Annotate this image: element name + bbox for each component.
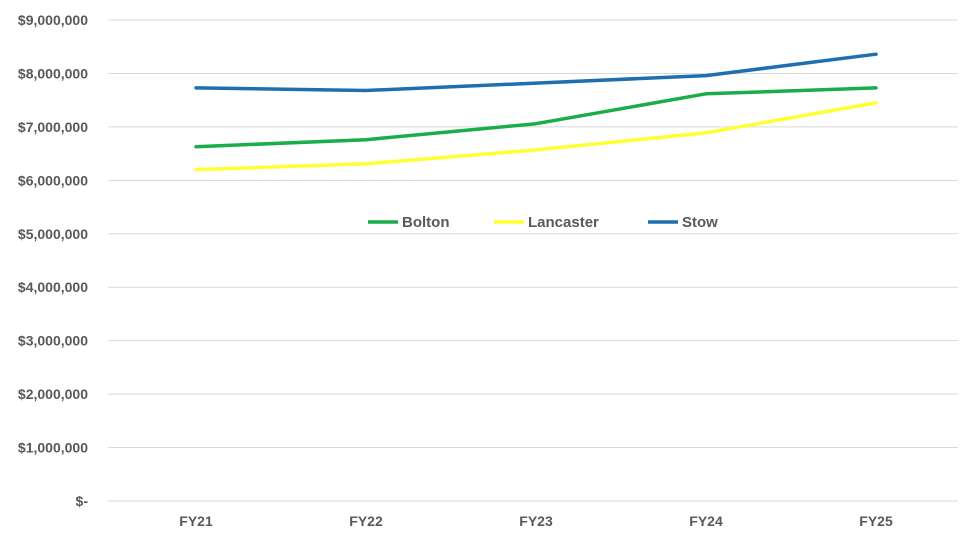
- y-tick-label: $2,000,000: [18, 386, 88, 402]
- y-tick-label: $9,000,000: [18, 12, 88, 28]
- legend-label: Stow: [682, 214, 718, 231]
- y-tick-label: $3,000,000: [18, 333, 88, 349]
- series-line-bolton: [194, 86, 878, 149]
- y-tick-label: $4,000,000: [18, 279, 88, 295]
- series-line-lancaster: [194, 101, 878, 172]
- series-bolton: [194, 86, 878, 149]
- series-lancaster: [194, 101, 878, 172]
- grid-lines: [108, 19, 958, 502]
- series-stow: [194, 52, 878, 93]
- y-tick-label: $8,000,000: [18, 65, 88, 81]
- legend-entry-lancaster: Lancaster: [494, 214, 599, 231]
- x-tick-label: FY23: [519, 513, 553, 529]
- x-tick-label: FY22: [349, 513, 383, 529]
- y-tick-label: $7,000,000: [18, 119, 88, 135]
- y-tick-label: $5,000,000: [18, 226, 88, 242]
- legend-entry-bolton: Bolton: [368, 214, 449, 231]
- legend: Bolton Lancaster Stow: [368, 214, 718, 231]
- x-tick-label: FY25: [859, 513, 893, 529]
- y-tick-label: $6,000,000: [18, 172, 88, 188]
- x-tick-label: FY21: [179, 513, 213, 529]
- y-tick-label: $-: [76, 493, 89, 509]
- x-axis-ticks: FY21 FY22 FY23 FY24 FY25: [179, 513, 893, 529]
- y-tick-label: $1,000,000: [18, 440, 88, 456]
- series-line-stow: [194, 52, 878, 93]
- x-tick-label: FY24: [689, 513, 723, 529]
- legend-label: Bolton: [402, 214, 449, 231]
- y-axis-ticks: $- $1,000,000 $2,000,000 $3,000,000 $4,000,0…: [18, 12, 88, 509]
- legend-label: Lancaster: [528, 214, 599, 231]
- series-lines: [194, 52, 878, 172]
- legend-entry-stow: Stow: [648, 214, 718, 231]
